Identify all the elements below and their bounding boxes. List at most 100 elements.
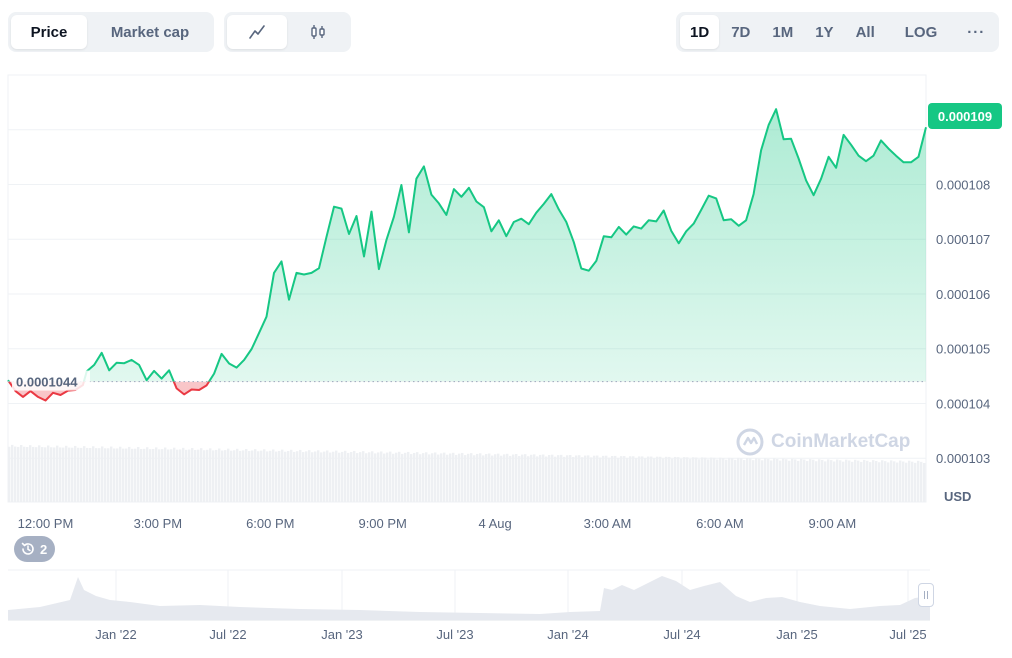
volume-bar (95, 448, 98, 502)
volume-bar (68, 447, 71, 502)
volume-bar (686, 457, 689, 502)
volume-bar (563, 456, 566, 502)
price-tab[interactable]: Price (11, 15, 87, 49)
volume-bar (635, 458, 638, 502)
log-scale-button[interactable]: LOG (904, 23, 938, 41)
y-axis: 0.000103 0.000104 0.000105 0.000106 0.000107… (936, 177, 990, 504)
volume-bar (101, 446, 104, 502)
volume-bar (287, 451, 290, 502)
volume-bar (698, 459, 701, 502)
range-navigator[interactable]: Jan '22 Jul '22 Jan '23 Jul '23 Jan '24 Jul '… (8, 569, 930, 642)
volume-bar (113, 448, 116, 502)
volume-bar (728, 457, 731, 502)
volume-bar (206, 449, 209, 502)
volume-bar (14, 446, 17, 502)
volume-bar (446, 454, 449, 502)
volume-bar (770, 460, 773, 502)
volume-bar (659, 456, 662, 502)
line-chart-button[interactable] (227, 15, 287, 49)
volume-bar (878, 462, 881, 502)
market-cap-tab[interactable]: Market cap (110, 23, 190, 41)
volume-bar (41, 447, 44, 502)
volume-bar (845, 459, 848, 502)
volume-bar (473, 455, 476, 502)
volume-bar (458, 453, 461, 502)
volume-bar (290, 449, 293, 502)
volume-bar (767, 458, 770, 502)
volume-bar (110, 446, 113, 502)
volume-bar (743, 459, 746, 502)
volume-bar (128, 446, 131, 502)
volume-bar (320, 452, 323, 502)
range-all-button[interactable]: All (855, 23, 875, 41)
price-area-fill (8, 109, 926, 382)
volume-bar (809, 459, 812, 502)
volume-bar (593, 455, 596, 502)
volume-bar (650, 456, 653, 502)
volume-bar (296, 451, 299, 502)
volume-bar (464, 455, 467, 502)
volume-bar (158, 449, 161, 502)
volume-bar (746, 458, 749, 502)
navigator-date-label: Jul '25 (889, 627, 926, 642)
volume-bar (725, 459, 728, 502)
navigator-date-label: Jan '25 (776, 627, 818, 642)
more-options-button[interactable]: ··· (967, 23, 986, 41)
volume-bar (818, 459, 821, 502)
range-7d-button[interactable]: 7D (731, 23, 751, 41)
volume-bar (677, 457, 680, 502)
volume-bar (170, 449, 173, 502)
volume-bar (440, 453, 443, 502)
volume-bar (623, 456, 626, 502)
volume-bar (185, 449, 188, 502)
volume-bar (116, 448, 119, 502)
navigator-date-label: Jan '23 (321, 627, 363, 642)
candlestick-chart-button[interactable] (289, 15, 349, 49)
volume-bar (341, 451, 344, 502)
volume-bar (467, 453, 470, 502)
history-count: 2 (40, 541, 48, 557)
volume-bar (620, 456, 623, 502)
volume-bar (647, 456, 650, 502)
range-1m-button[interactable]: 1M (772, 23, 794, 41)
volume-bar (260, 450, 263, 502)
history-badge[interactable]: 2 (14, 536, 56, 562)
volume-bar (86, 447, 89, 502)
volume-bar (278, 450, 281, 502)
volume-bar (338, 452, 341, 502)
volume-bar (656, 456, 659, 502)
volume-bar (896, 462, 899, 502)
volume-bar (311, 452, 314, 502)
volume-bar (815, 461, 818, 502)
volume-bar (173, 447, 176, 502)
volume-bar (482, 455, 485, 502)
volume-bar (209, 448, 212, 502)
y-tick-label: 0.000105 (936, 342, 990, 357)
history-icon (21, 542, 34, 555)
volume-bar (218, 448, 221, 502)
volume-bar (749, 458, 752, 502)
range-1d-button[interactable]: 1D (680, 15, 720, 49)
volume-bar (491, 455, 494, 502)
volume-bar (293, 451, 296, 502)
navigator-handle[interactable] (918, 583, 934, 607)
navigator-date-label: Jul '23 (436, 627, 473, 642)
volume-bar (188, 449, 191, 502)
volume-bar (59, 447, 62, 502)
volume-bar (272, 449, 275, 502)
volume-bar (683, 457, 686, 502)
volume-bar (716, 459, 719, 502)
volume-bar (182, 447, 185, 502)
x-tick-label: 9:00 PM (358, 516, 406, 531)
volume-bar (356, 453, 359, 502)
range-1y-button[interactable]: 1Y (815, 23, 834, 41)
volume-bar (224, 450, 227, 502)
volume-bar (35, 447, 38, 502)
volume-bar (788, 460, 791, 502)
volume-bar (248, 451, 251, 502)
x-axis: 12:00 PM 3:00 PM 6:00 PM 9:00 PM 4 Aug 3:00 A… (18, 516, 857, 531)
volume-bar (584, 455, 587, 502)
volume-bar (350, 452, 353, 502)
volume-bar (371, 451, 374, 502)
